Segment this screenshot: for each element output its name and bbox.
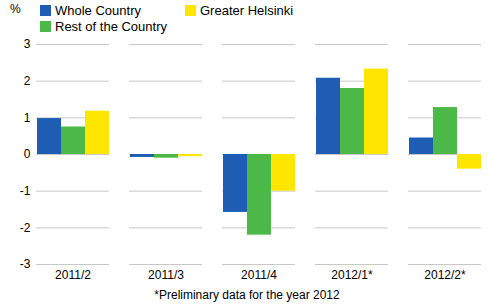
html-text:*Preliminary data for the year: *Preliminary data for the year 2012: [154, 288, 340, 302]
svg-text:1: 1: [24, 111, 31, 125]
svg-text:0: 0: [24, 147, 31, 161]
svg-text:2012/2*: 2012/2*: [424, 268, 466, 282]
svg-text:2011/2: 2011/2: [55, 268, 91, 282]
svg-text:2011/4: 2011/4: [241, 268, 277, 282]
svg-text:-1: -1: [20, 184, 31, 198]
html-text:Greater Helsinki: Greater Helsinki: [200, 2, 294, 18]
svg-text:-3: -3: [20, 257, 31, 271]
svg-text:2011/3: 2011/3: [148, 268, 184, 282]
svg-text:2: 2: [24, 74, 31, 88]
svg-text:2012/1*: 2012/1*: [331, 268, 373, 282]
svg-text:-2: -2: [20, 221, 31, 235]
html-text:Whole Country: Whole Country: [55, 2, 141, 18]
html-text:Rest of the Country: Rest of the Country: [55, 18, 167, 34]
svg-text:3: 3: [24, 37, 31, 51]
